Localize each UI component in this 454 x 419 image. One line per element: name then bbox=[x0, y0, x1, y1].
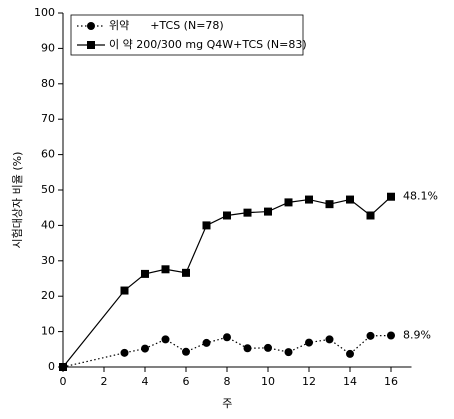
series-line bbox=[62, 196, 392, 368]
marker bbox=[346, 195, 354, 204]
y-axis-label: 시험대상자 비율 (%) bbox=[11, 152, 24, 249]
marker bbox=[59, 363, 67, 371]
x-tick-label: 12 bbox=[302, 375, 316, 388]
marker bbox=[366, 211, 375, 220]
y-tick-label: 90 bbox=[41, 41, 55, 54]
data-label: 8.9% bbox=[403, 328, 431, 341]
marker bbox=[284, 348, 293, 357]
marker bbox=[202, 221, 211, 230]
x-axis-label: 주 bbox=[222, 397, 232, 410]
legend-box bbox=[70, 14, 304, 56]
marker bbox=[243, 208, 252, 217]
y-tick-label: 70 bbox=[41, 112, 55, 125]
x-tick-label: 4 bbox=[142, 375, 149, 388]
y-tick-label: 0 bbox=[48, 360, 55, 373]
marker bbox=[182, 347, 190, 356]
y-tick-label: 40 bbox=[41, 218, 55, 231]
marker bbox=[366, 331, 375, 340]
x-tick-label: 14 bbox=[343, 375, 357, 388]
y-tick-label: 80 bbox=[41, 77, 55, 90]
x-tick-label: 2 bbox=[101, 375, 108, 388]
x-tick-label: 10 bbox=[261, 375, 275, 388]
y-tick-label: 10 bbox=[41, 325, 55, 338]
y-tick-label: 30 bbox=[41, 254, 55, 267]
x-tick-label: 6 bbox=[183, 375, 190, 388]
marker bbox=[325, 335, 334, 344]
marker bbox=[182, 268, 190, 277]
marker bbox=[161, 265, 170, 274]
marker bbox=[87, 41, 95, 49]
marker bbox=[141, 269, 149, 278]
marker bbox=[223, 211, 231, 220]
marker bbox=[387, 331, 395, 340]
marker bbox=[305, 195, 313, 204]
marker bbox=[120, 348, 129, 357]
marker bbox=[202, 338, 211, 347]
marker bbox=[120, 286, 129, 295]
x-tick-label: 8 bbox=[224, 375, 231, 388]
marker bbox=[325, 200, 334, 209]
y-tick-label: 60 bbox=[41, 148, 55, 161]
marker bbox=[305, 338, 313, 347]
marker bbox=[387, 192, 395, 201]
marker bbox=[284, 198, 293, 207]
marker bbox=[264, 207, 272, 216]
y-tick-label: 20 bbox=[41, 289, 55, 302]
x-tick-label: 0 bbox=[60, 375, 67, 388]
marker bbox=[141, 344, 149, 353]
x-tick-label: 16 bbox=[384, 375, 398, 388]
marker bbox=[243, 344, 252, 353]
y-tick-label: 50 bbox=[41, 183, 55, 196]
data-label: 48.1% bbox=[403, 190, 438, 203]
marker bbox=[161, 335, 170, 344]
y-tick-label: 100 bbox=[34, 6, 55, 19]
legend-label: 위약 +TCS (N=78) bbox=[109, 18, 224, 32]
legend-label: 이 약 200/300 mg Q4W+TCS (N=83) bbox=[109, 37, 307, 51]
marker bbox=[87, 22, 95, 30]
marker bbox=[223, 333, 231, 342]
marker bbox=[264, 343, 272, 352]
marker bbox=[346, 349, 354, 358]
